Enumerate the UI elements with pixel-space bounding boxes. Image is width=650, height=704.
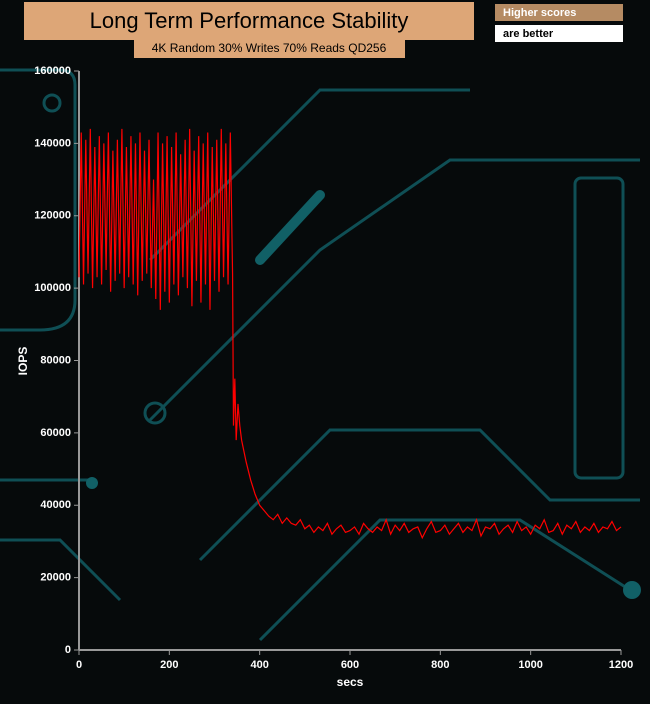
x-tick-label: 1000: [518, 659, 542, 671]
x-tick-label: 600: [341, 659, 359, 671]
y-tick-label: 0: [65, 644, 71, 656]
x-tick-label: 1200: [609, 659, 633, 671]
y-tick-label: 160000: [34, 65, 71, 77]
x-tick-label: 400: [250, 659, 268, 671]
note-box: [495, 4, 623, 21]
y-tick-label: 100000: [34, 282, 71, 294]
title-box: [24, 2, 474, 40]
y-tick-label: 120000: [34, 210, 71, 222]
chart-subtitle: 4K Random 30% Writes 70% Reads QD256: [152, 41, 387, 55]
subtitle-box: [134, 40, 405, 58]
y-axis-label: IOPS: [16, 347, 30, 376]
x-axis-label: secs: [337, 675, 364, 689]
annotation: are better: [503, 28, 554, 40]
chart-title: Long Term Performance Stability: [90, 8, 409, 33]
x-tick-label: 200: [160, 659, 178, 671]
y-tick-label: 20000: [40, 572, 71, 584]
y-tick-label: 40000: [40, 499, 71, 511]
annotation: Higher scores: [503, 7, 576, 19]
x-tick-label: 800: [431, 659, 449, 671]
x-tick-label: 0: [76, 659, 82, 671]
data-line: [78, 128, 622, 540]
y-tick-label: 80000: [40, 354, 71, 366]
note-box: [495, 25, 623, 42]
y-tick-label: 60000: [40, 427, 71, 439]
y-tick-label: 140000: [34, 137, 71, 149]
